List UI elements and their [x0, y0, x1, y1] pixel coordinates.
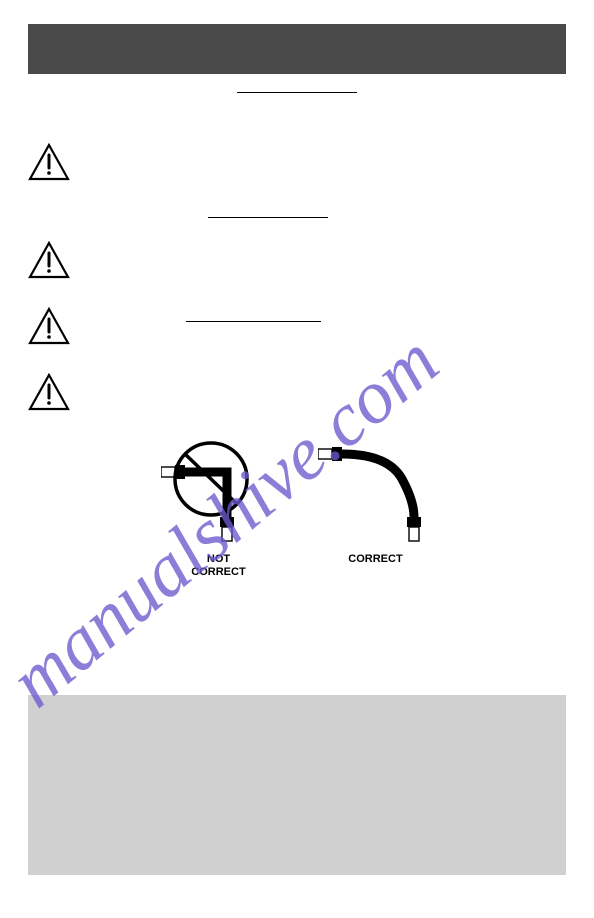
warning-row-1: [28, 143, 566, 181]
warning-triangle-icon: [28, 307, 70, 345]
header-bar: [28, 24, 566, 74]
warning-row-4: [28, 373, 566, 411]
cable-correct-label: CORRECT: [318, 553, 433, 566]
underline-3: [186, 321, 321, 322]
cable-diagram: NOTCORRECT CORRECT: [28, 439, 566, 579]
warning-row-3: [28, 307, 566, 345]
warning-triangle-icon: [28, 241, 70, 279]
cable-not-correct: NOTCORRECT: [161, 439, 276, 579]
warning-triangle-icon: [28, 373, 70, 411]
cable-not-correct-svg: [161, 439, 276, 544]
cable-not-correct-label: NOTCORRECT: [161, 553, 276, 579]
cable-correct: CORRECT: [318, 439, 433, 579]
underline-2: [28, 209, 566, 227]
cable-correct-svg: [318, 439, 433, 544]
warning-row-2: [28, 241, 566, 279]
gray-info-box: [28, 695, 566, 875]
warning-triangle-icon: [28, 143, 70, 181]
title-underline: [237, 92, 357, 93]
